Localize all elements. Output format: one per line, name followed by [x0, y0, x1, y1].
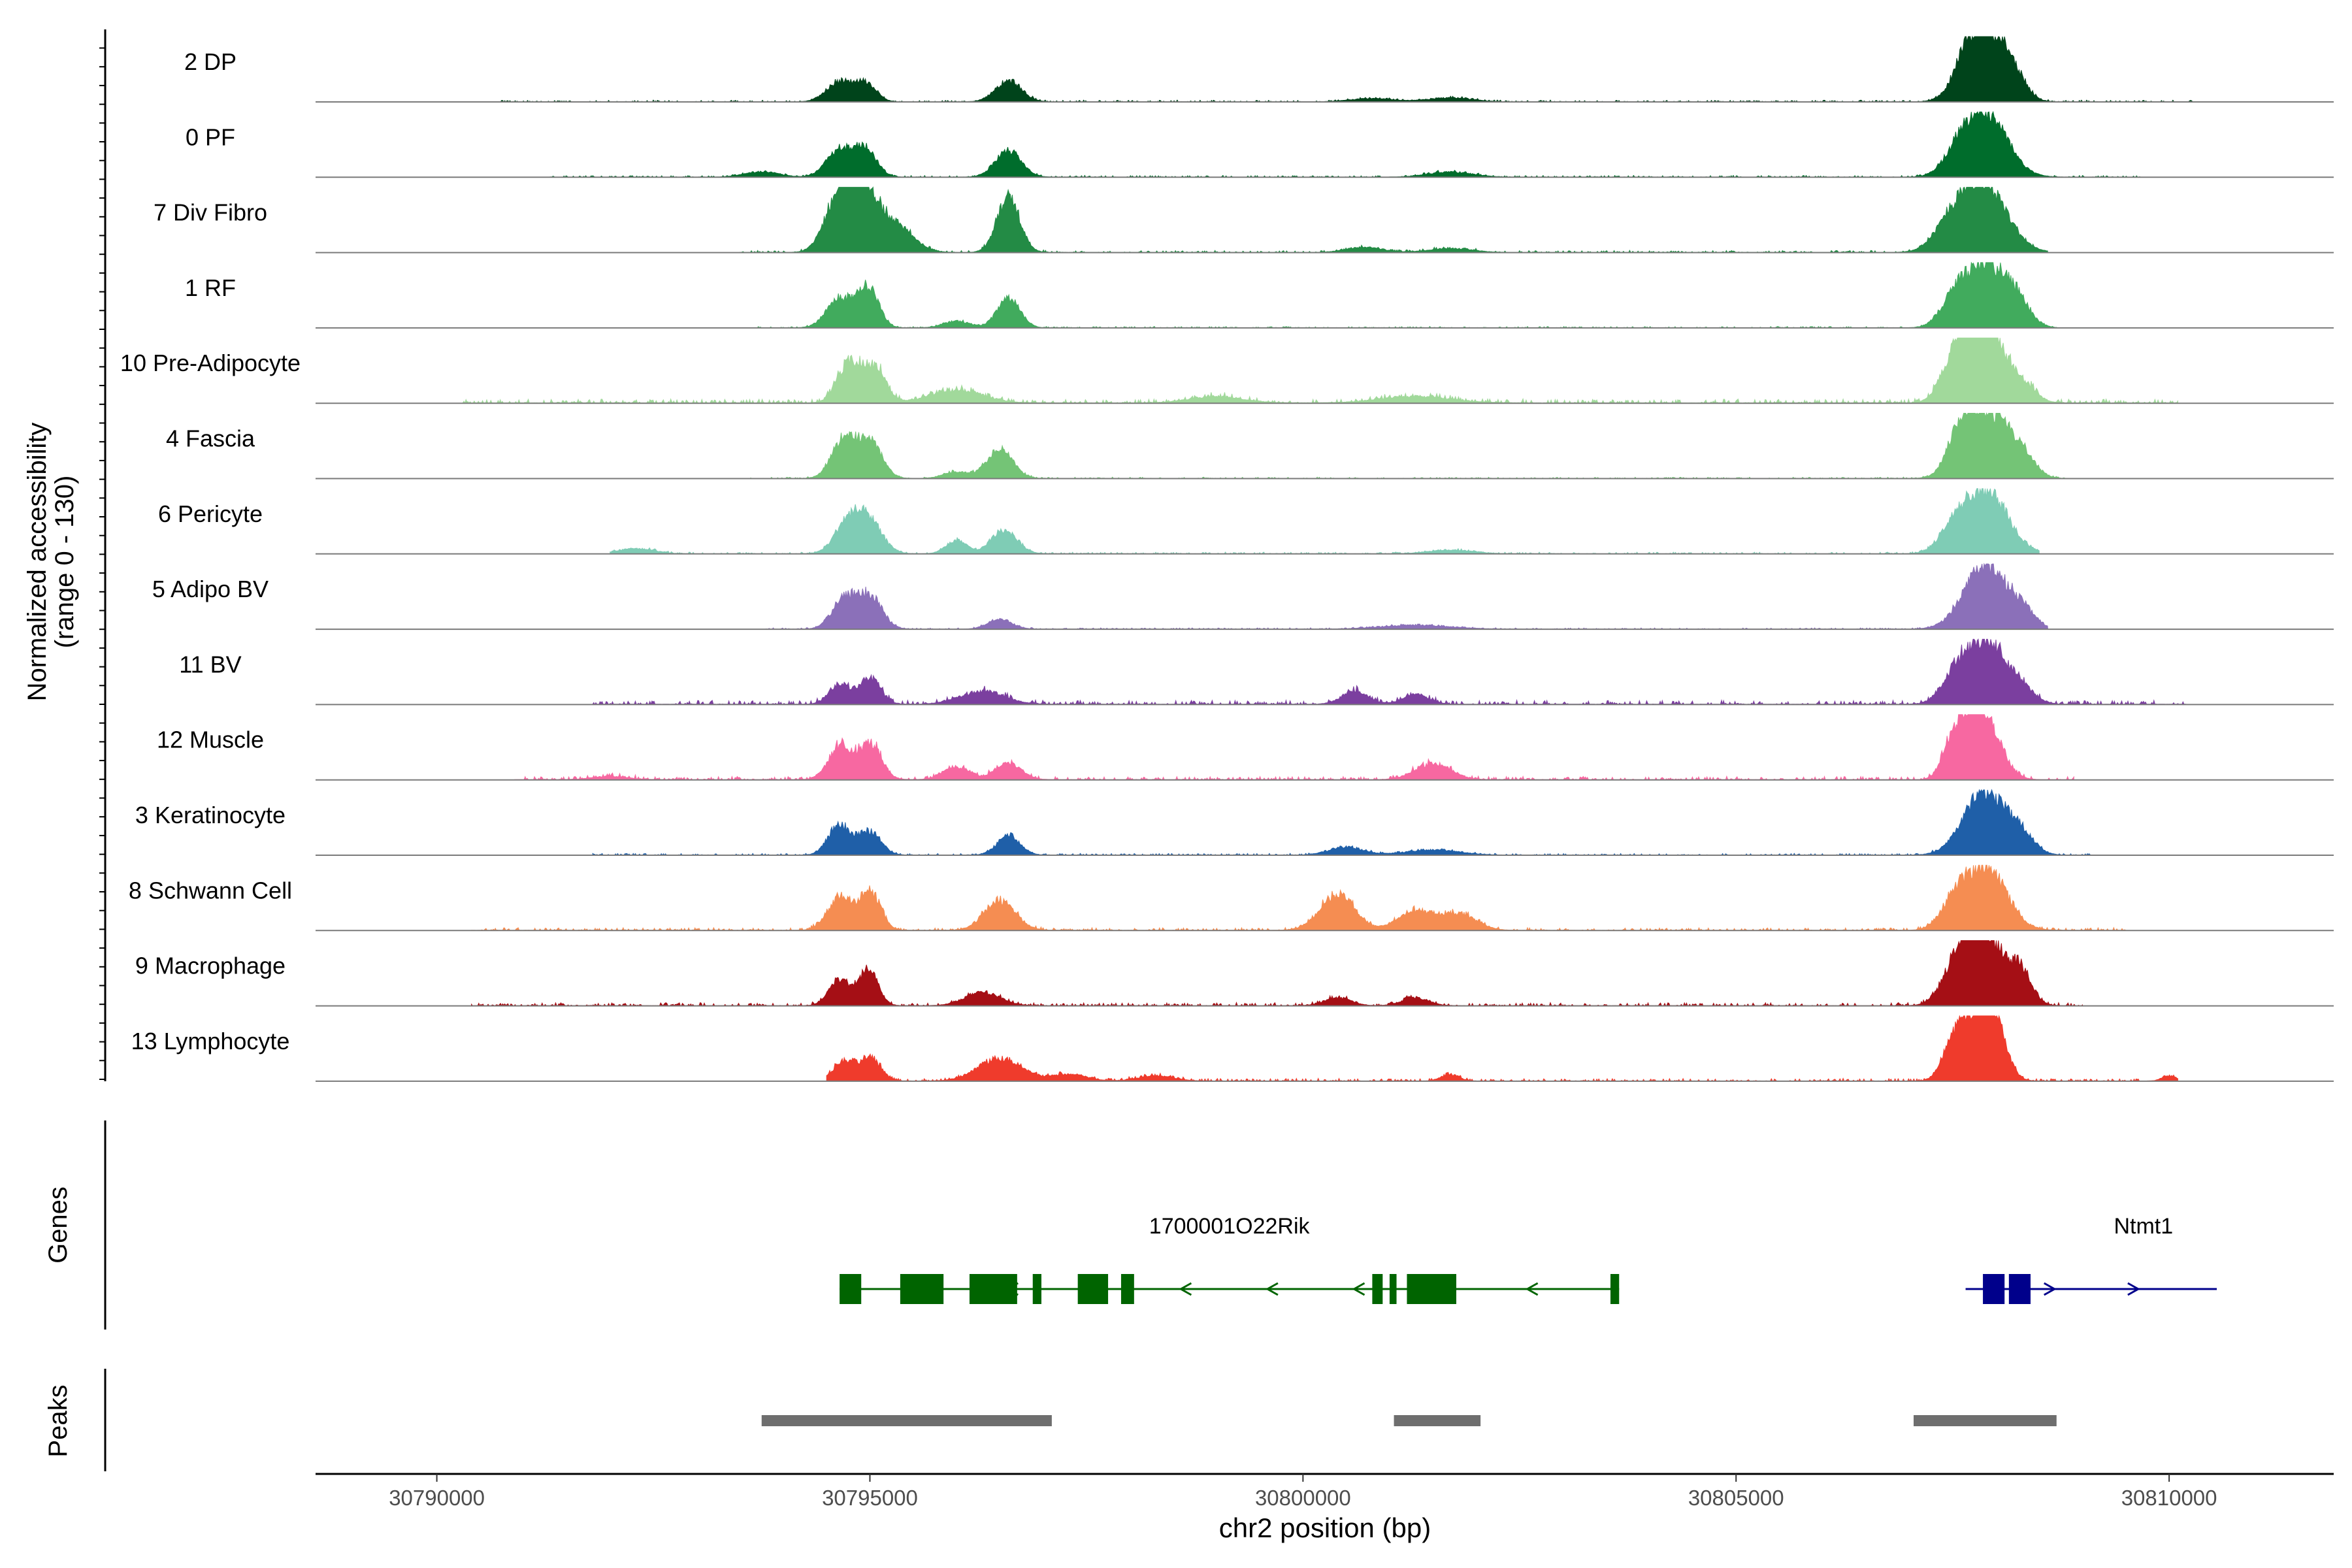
track-label: 12 Muscle	[157, 727, 264, 753]
track-8-schwann-cell: 8 Schwann Cell	[129, 864, 2334, 932]
exon	[1120, 1274, 1134, 1304]
track-4-fascia: 4 Fascia	[166, 412, 2334, 480]
exon	[2008, 1274, 2031, 1304]
track-label: 4 Fascia	[166, 425, 255, 452]
exon	[1032, 1274, 1041, 1304]
peak-bar	[1914, 1415, 2057, 1426]
track-11-bv: 11 BV	[179, 638, 2334, 706]
track-2-dp: 2 DP	[184, 35, 2334, 103]
track-3-keratinocyte: 3 Keratinocyte	[135, 789, 2334, 856]
peak-track	[761, 1415, 2057, 1426]
peak-bar	[1394, 1415, 1481, 1426]
peak-bar	[761, 1415, 1052, 1426]
genes-axis-label: Genes	[44, 1186, 73, 1264]
track-label: 5 Adipo BV	[152, 576, 269, 602]
track-13-lymphocyte: 13 Lymphocyte	[131, 1015, 2334, 1082]
coverage-area	[610, 488, 2040, 555]
x-tick-label: 30805000	[1688, 1486, 1784, 1510]
x-tick-label: 30800000	[1255, 1486, 1351, 1510]
gene-track: 1700001O22Rik Ntmt1	[840, 1214, 2217, 1304]
exon	[840, 1274, 862, 1304]
track-label: 0 PF	[186, 123, 235, 150]
coverage-tracks: 2 DP 0 PF 7 Div Fibro 1 RF 10 Pre-Adipocyte 4…	[120, 35, 2334, 1082]
exon	[1407, 1274, 1457, 1304]
coverage-area	[765, 563, 2049, 630]
y-axis-label-line2: (range 0 - 130)	[50, 476, 79, 649]
track-10-pre-adipocyte: 10 Pre-Adipocyte	[120, 337, 2334, 404]
coverage-area	[748, 412, 2066, 480]
track-label: 6 Pericyte	[158, 500, 263, 527]
strand-arrow	[1525, 1282, 1539, 1296]
coverage-area	[514, 714, 2074, 781]
track-label: 1 RF	[185, 274, 236, 301]
coverage-area	[826, 1015, 2178, 1082]
gene-name: 1700001O22Rik	[1149, 1214, 1311, 1239]
x-tick-label: 30810000	[2121, 1486, 2217, 1510]
coverage-area	[592, 638, 2187, 706]
exon	[1610, 1274, 1620, 1304]
track-label: 11 BV	[179, 651, 241, 678]
track-7-div-fibro: 7 Div Fibro	[154, 186, 2334, 253]
track-6-pericyte: 6 Pericyte	[158, 488, 2334, 555]
gene-1700001o22rik: 1700001O22Rik	[840, 1214, 1620, 1304]
strand-arrow	[2127, 1282, 2140, 1296]
x-axis-label: chr2 position (bp)	[1219, 1512, 1431, 1543]
exon	[1983, 1274, 2005, 1304]
x-tick-label: 30790000	[389, 1486, 485, 1510]
track-label: 7 Div Fibro	[154, 199, 267, 226]
track-5-adipo-bv: 5 Adipo BV	[152, 563, 2334, 630]
peaks-axis-label: Peaks	[44, 1384, 73, 1457]
coverage-area	[549, 110, 2145, 178]
track-label: 3 Keratinocyte	[135, 802, 286, 828]
gene-name: Ntmt1	[2114, 1214, 2173, 1239]
track-label: 8 Schwann Cell	[129, 877, 292, 904]
x-tick-label: 30795000	[822, 1486, 918, 1510]
exon	[1077, 1274, 1109, 1304]
strand-arrow	[2043, 1282, 2057, 1296]
y-axis-label-line1: Normalized accessibility	[23, 423, 52, 702]
track-1-rf: 1 RF	[185, 261, 2334, 329]
strand-arrow	[1179, 1282, 1192, 1296]
coverage-area	[497, 35, 2196, 103]
x-axis: 30790000 30795000 30800000 30805000 30810000	[316, 1473, 2334, 1510]
left-axes	[99, 29, 106, 1471]
track-label: 13 Lymphocyte	[131, 1028, 290, 1054]
exon	[1372, 1274, 1383, 1304]
track-0-pf: 0 PF	[186, 110, 2334, 178]
coverage-area	[757, 261, 2057, 329]
track-12-muscle: 12 Muscle	[157, 714, 2334, 781]
track-9-macrophage: 9 Macrophage	[135, 940, 2334, 1007]
strand-arrow	[1352, 1282, 1365, 1296]
track-label: 9 Macrophage	[135, 953, 286, 979]
strand-arrow	[1265, 1282, 1279, 1296]
coverage-area	[471, 940, 2083, 1007]
coverage-area	[592, 789, 2100, 856]
exon	[1389, 1274, 1397, 1304]
coverage-area	[740, 186, 2049, 253]
gene-ntmt1: Ntmt1	[1965, 1214, 2217, 1304]
exon	[900, 1274, 944, 1304]
exon	[969, 1274, 1017, 1304]
coverage-area	[462, 337, 2178, 404]
coverage-area	[471, 864, 2127, 932]
track-label: 10 Pre-Adipocyte	[120, 350, 301, 376]
track-label: 2 DP	[184, 48, 237, 75]
